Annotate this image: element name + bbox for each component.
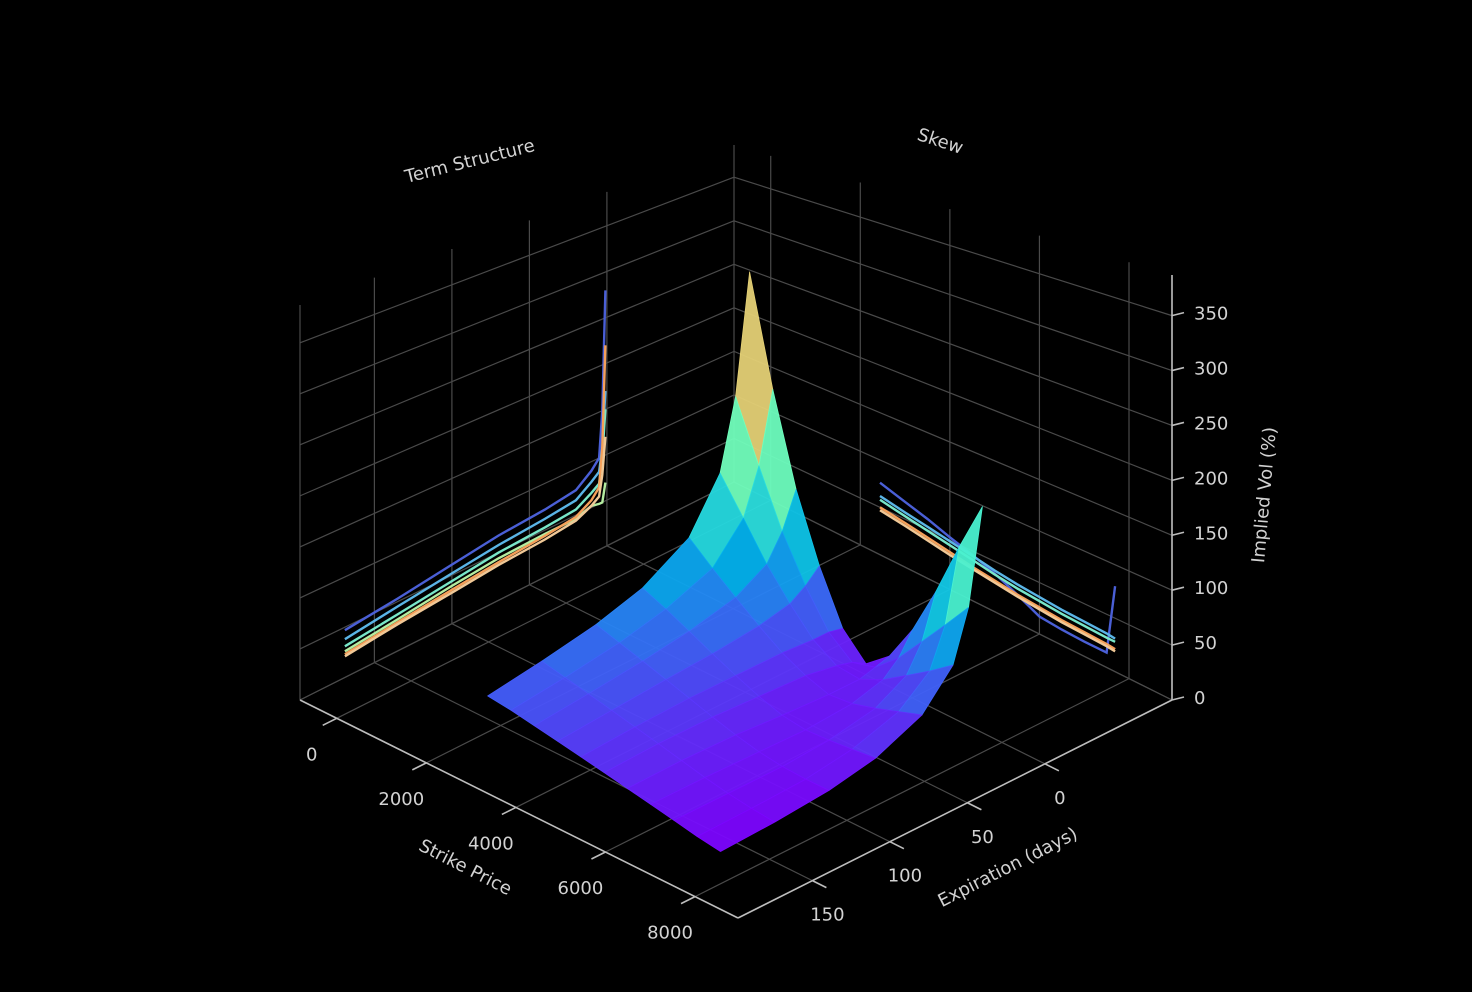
surface-layer — [487, 271, 983, 852]
grid-line — [299, 350, 735, 548]
x-tick — [322, 717, 338, 726]
y-axis-label: Expiration (days) — [935, 823, 1081, 911]
x-tick — [680, 895, 696, 905]
x-axis-line — [299, 699, 739, 919]
y-tick — [889, 840, 905, 850]
grid-line — [733, 307, 1173, 481]
projection-line — [879, 509, 1116, 653]
z-tick — [1171, 586, 1185, 591]
z-tick — [1171, 366, 1185, 372]
z-tick-label: 200 — [1194, 468, 1228, 489]
z-tick-label: 50 — [1194, 633, 1217, 654]
z-tick-label: 350 — [1194, 304, 1228, 325]
projection-layer — [344, 290, 1117, 658]
grid-line — [733, 394, 1173, 591]
y-tick — [1044, 763, 1060, 772]
grid-line — [299, 176, 735, 344]
z-tick — [1171, 476, 1185, 482]
x-tick — [501, 806, 517, 816]
z-axis-label: Implied Vol (%) — [1248, 426, 1281, 564]
projection-line — [879, 498, 1116, 643]
z-tick-label: 100 — [1194, 578, 1228, 599]
grid-line — [733, 350, 1173, 536]
grid-line — [299, 263, 735, 446]
skew-title: Skew — [915, 124, 966, 159]
projection-line — [344, 290, 607, 632]
grid-line — [733, 220, 1173, 372]
projection-line — [879, 506, 1116, 651]
y-tick-label: 50 — [971, 827, 994, 848]
z-tick — [1171, 641, 1185, 646]
y-tick-label: 0 — [1054, 788, 1065, 809]
y-axis-line — [737, 699, 1173, 919]
z-tick — [1171, 531, 1185, 537]
x-tick-label: 2000 — [378, 789, 424, 810]
term-structure-title: Term Structure — [402, 135, 537, 188]
grid-line — [299, 220, 735, 395]
axis-layer: 0 2000 4000 6000 8000 0 50 100 150 0 50 100 150 200 25… — [299, 275, 1228, 944]
x-tick — [411, 762, 427, 771]
grid-line — [374, 662, 813, 882]
y-tick — [967, 802, 982, 811]
z-tick-label: 250 — [1194, 413, 1228, 434]
projection-line — [879, 481, 1117, 655]
pane-edge — [299, 481, 735, 701]
x-tick-label: 6000 — [558, 878, 604, 899]
z-tick-label: 300 — [1194, 359, 1228, 380]
projection-line — [879, 494, 1116, 640]
grid-line — [733, 263, 1173, 427]
z-tick — [1171, 696, 1185, 701]
grid-line — [733, 437, 1173, 646]
z-tick-label: 0 — [1194, 688, 1205, 709]
z-tick — [1171, 421, 1185, 427]
y-tick-label: 150 — [810, 905, 844, 926]
projection-line — [344, 345, 607, 656]
z-tick-label: 150 — [1194, 523, 1228, 544]
surface-patch — [696, 807, 776, 852]
y-tick — [812, 879, 827, 889]
projection-line — [344, 436, 607, 658]
grid-line — [299, 307, 735, 497]
y-tick-label: 100 — [888, 866, 922, 887]
x-tick-label: 4000 — [468, 833, 514, 854]
z-tick — [1171, 311, 1185, 317]
grid-line — [299, 394, 735, 599]
grid-line — [733, 176, 1173, 317]
x-tick — [591, 851, 606, 860]
x-tick-label: 8000 — [647, 923, 693, 944]
x-tick-label: 0 — [306, 744, 317, 765]
grid-line — [694, 678, 1130, 898]
